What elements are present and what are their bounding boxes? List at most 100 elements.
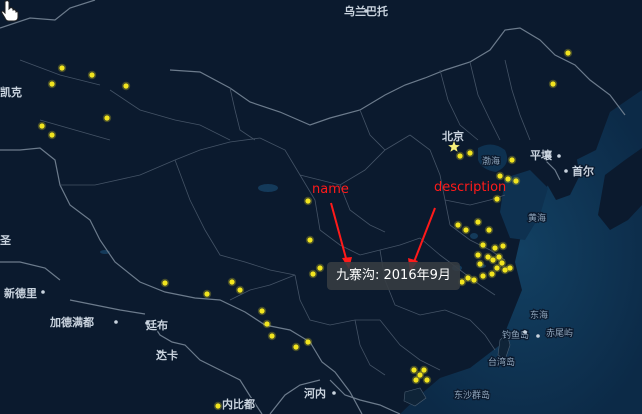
scatter-point[interactable]	[215, 403, 221, 409]
annotation-name-arrow	[330, 202, 348, 263]
scatter-point[interactable]	[490, 257, 496, 263]
label-chiwei: 赤尾屿	[546, 328, 573, 339]
scatter-point[interactable]	[471, 277, 477, 283]
city-dot-diaoyu	[523, 330, 527, 334]
scatter-point[interactable]	[507, 265, 513, 271]
national-borders	[0, 0, 626, 414]
city-dot-ulaanbaatar	[364, 9, 368, 13]
scatter-point[interactable]	[467, 150, 473, 156]
hainan-land	[403, 387, 427, 407]
label-beijing: 北京	[442, 129, 464, 143]
scatter-point[interactable]	[264, 321, 270, 327]
scatter-point[interactable]	[475, 219, 481, 225]
scatter-point[interactable]	[49, 132, 55, 138]
label-east-sea: 东海	[530, 309, 548, 321]
scatter-point[interactable]	[480, 273, 486, 279]
annotation-layer: name description	[312, 180, 506, 272]
label-seoul: 首尔	[572, 164, 594, 178]
scatter-point[interactable]	[424, 377, 430, 383]
scatter-point[interactable]	[496, 254, 502, 260]
scatter-point[interactable]	[494, 265, 500, 271]
scatter-point[interactable]	[310, 271, 316, 277]
scatter-point[interactable]	[494, 196, 500, 202]
city-dot-seoul	[564, 169, 568, 173]
label-kathmandu: 加德满都	[49, 315, 94, 329]
scatter-point[interactable]	[123, 83, 129, 89]
scatter-point[interactable]	[305, 198, 311, 204]
scatter-point[interactable]	[269, 333, 275, 339]
taiwan-land	[497, 332, 511, 361]
place-labels: 乌兰巴托 凯克 北京 渤海 平壤 首尔 黄海 东海 新德里 加德满都 廷布 达卡…	[0, 3, 595, 413]
scatter-point[interactable]	[459, 279, 465, 285]
scatter-point[interactable]	[421, 367, 427, 373]
scatter-layer	[37, 48, 573, 411]
scatter-point[interactable]	[505, 176, 511, 182]
annotation-description-label: description	[434, 180, 506, 195]
label-pyongyang: 平壤	[530, 148, 553, 162]
label-kaike: 凯克	[0, 85, 22, 99]
scatter-point[interactable]	[39, 123, 45, 129]
scatter-point[interactable]	[492, 245, 498, 251]
city-dot-hanoi	[332, 391, 336, 395]
scatter-point[interactable]	[497, 173, 503, 179]
scatter-point[interactable]	[104, 115, 110, 121]
yellow-sea-area	[500, 170, 548, 240]
scatter-point[interactable]	[229, 279, 235, 285]
star-icon	[448, 141, 460, 152]
city-dot-dhaka	[158, 350, 162, 354]
scatter-point[interactable]	[204, 291, 210, 297]
scatter-point[interactable]	[162, 280, 168, 286]
province-borders	[19, 59, 531, 376]
tooltip: 九寨沟: 2016年9月	[327, 262, 460, 290]
scatter-point[interactable]	[485, 254, 491, 260]
label-hanoi: 河内	[304, 386, 326, 400]
city-dot-kathmandu	[114, 320, 118, 324]
city-dot-chiwei	[536, 334, 540, 338]
annotation-name-label: name	[312, 182, 349, 197]
scatter-point[interactable]	[455, 222, 461, 228]
city-markers	[41, 9, 568, 395]
scatter-point[interactable]	[237, 287, 243, 293]
scatter-point[interactable]	[500, 243, 506, 249]
scatter-point[interactable]	[463, 227, 469, 233]
label-new-delhi: 新德里	[4, 286, 37, 300]
scatter-point[interactable]	[465, 275, 471, 281]
scatter-point[interactable]	[489, 271, 495, 277]
scatter-point[interactable]	[550, 81, 556, 87]
east-sea-area	[400, 90, 642, 414]
scatter-point[interactable]	[417, 372, 423, 378]
scatter-point[interactable]	[509, 157, 515, 163]
scatter-point[interactable]	[293, 344, 299, 350]
label-dhaka: 达卡	[156, 348, 178, 362]
scatter-point[interactable]	[565, 50, 571, 56]
scatter-point[interactable]	[457, 153, 463, 159]
scatter-point[interactable]	[413, 377, 419, 383]
scatter-point[interactable]	[486, 227, 492, 233]
tooltip-text: 九寨沟: 2016年9月	[336, 268, 451, 283]
city-dot-pyongyang	[557, 154, 561, 158]
annotation-description-arrow	[413, 207, 436, 263]
scatter-point[interactable]	[480, 242, 486, 248]
label-bohai: 渤海	[482, 155, 500, 167]
scatter-point[interactable]	[317, 265, 323, 271]
scatter-point[interactable]	[305, 339, 311, 345]
label-left-edge: 圣	[0, 234, 12, 247]
scatter-point[interactable]	[89, 72, 95, 78]
label-yellow-sea: 黄海	[528, 212, 546, 224]
scatter-point[interactable]	[499, 260, 505, 266]
scatter-point[interactable]	[59, 65, 65, 71]
scatter-point[interactable]	[475, 252, 481, 258]
hand-pointer-icon	[1, 0, 19, 22]
label-dongsha: 东沙群岛	[454, 389, 490, 401]
scatter-point[interactable]	[502, 267, 508, 273]
scatter-point[interactable]	[411, 367, 417, 373]
scatter-point[interactable]	[307, 237, 313, 243]
scatter-point[interactable]	[477, 261, 483, 267]
scatter-point[interactable]	[49, 81, 55, 87]
scatter-point[interactable]	[513, 178, 519, 184]
city-dot-new-delhi	[41, 290, 45, 294]
label-thimphu: 廷布	[145, 318, 168, 332]
scatter-point[interactable]	[259, 308, 265, 314]
